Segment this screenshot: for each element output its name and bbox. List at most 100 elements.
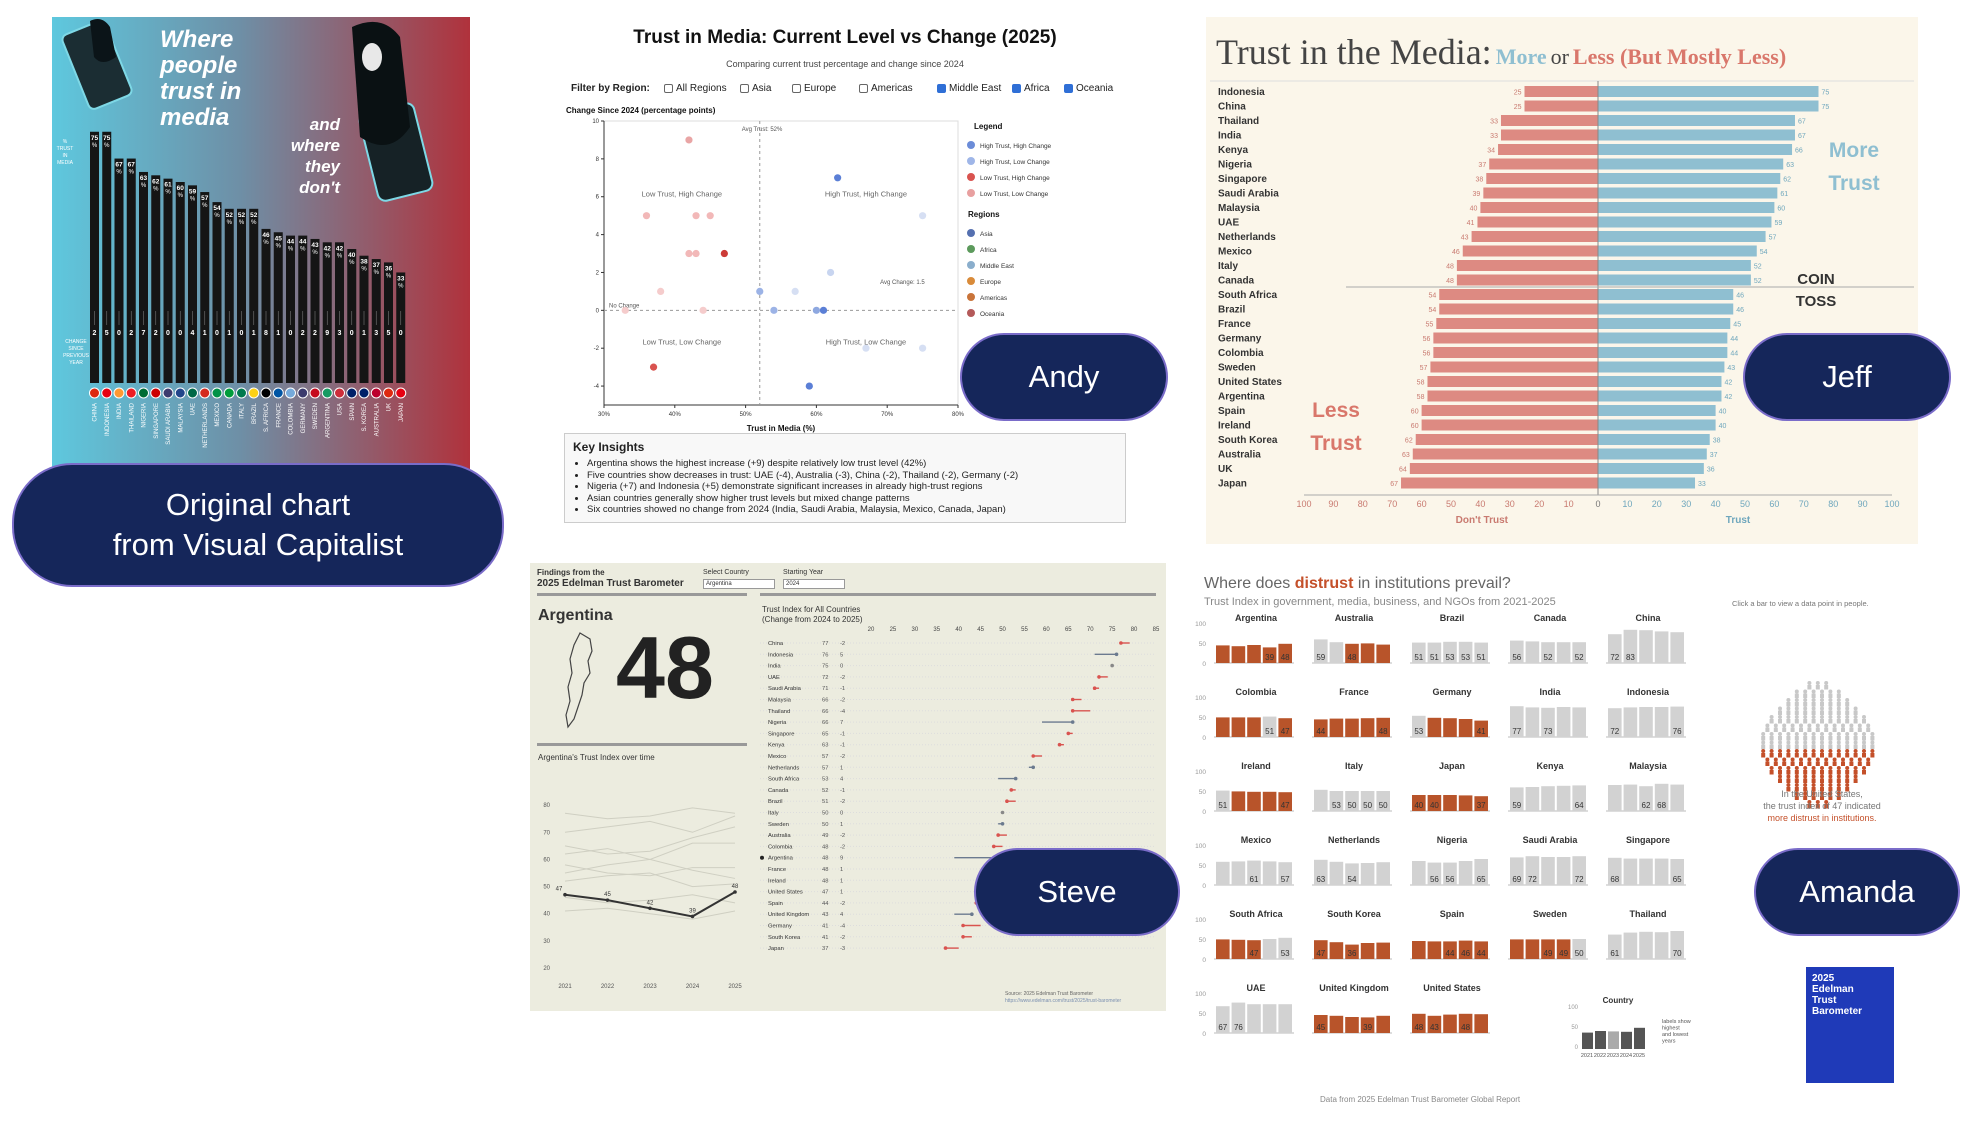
institution-bar[interactable] bbox=[1278, 862, 1292, 885]
institution-bar[interactable] bbox=[1541, 707, 1555, 737]
institution-bar[interactable] bbox=[1639, 630, 1653, 663]
institution-bar[interactable] bbox=[1329, 861, 1344, 885]
institution-bar[interactable] bbox=[1443, 862, 1457, 885]
institution-bar[interactable] bbox=[1556, 857, 1571, 885]
scatter-point[interactable] bbox=[791, 287, 799, 295]
scatter-point[interactable] bbox=[649, 363, 658, 371]
institution-bar[interactable] bbox=[1541, 939, 1555, 959]
scatter-point[interactable] bbox=[642, 212, 651, 220]
institution-bar[interactable] bbox=[1639, 858, 1653, 885]
institution-bar[interactable] bbox=[1329, 718, 1344, 737]
institution-bar[interactable] bbox=[1262, 647, 1277, 663]
filter-all-regions[interactable]: All Regions bbox=[664, 83, 727, 94]
institution-bar[interactable] bbox=[1360, 863, 1375, 885]
institution-bar[interactable] bbox=[1670, 859, 1684, 885]
institution-bar[interactable] bbox=[1623, 629, 1638, 663]
scatter-point[interactable] bbox=[692, 249, 700, 258]
institution-bar[interactable] bbox=[1247, 1004, 1261, 1033]
institution-bar[interactable] bbox=[1360, 791, 1375, 811]
institution-bar[interactable] bbox=[1247, 717, 1261, 737]
institution-bar[interactable] bbox=[1458, 795, 1473, 811]
institution-bar[interactable] bbox=[1639, 707, 1653, 737]
institution-bar[interactable] bbox=[1345, 791, 1359, 811]
institution-bar[interactable] bbox=[1541, 642, 1555, 663]
institution-bar[interactable] bbox=[1510, 857, 1524, 885]
institution-bar[interactable] bbox=[1216, 939, 1230, 959]
institution-bar[interactable] bbox=[1376, 644, 1390, 663]
institution-bar[interactable] bbox=[1345, 863, 1359, 885]
filter-checkbox[interactable] bbox=[740, 84, 749, 93]
institution-bar[interactable] bbox=[1654, 783, 1669, 811]
institution-bar[interactable] bbox=[1231, 1002, 1246, 1033]
institution-bar[interactable] bbox=[1216, 790, 1230, 811]
institution-bar[interactable] bbox=[1572, 856, 1586, 885]
institution-bar[interactable] bbox=[1412, 941, 1426, 959]
institution-bar[interactable] bbox=[1474, 941, 1488, 959]
institution-bar[interactable] bbox=[1314, 859, 1328, 885]
institution-bar[interactable] bbox=[1427, 642, 1442, 663]
institution-bar[interactable] bbox=[1458, 861, 1473, 885]
institution-bar[interactable] bbox=[1541, 786, 1555, 811]
institution-bar[interactable] bbox=[1623, 932, 1638, 959]
institution-bar[interactable] bbox=[1314, 789, 1328, 811]
institution-bar[interactable] bbox=[1216, 645, 1230, 663]
institution-bar[interactable] bbox=[1654, 707, 1669, 737]
institution-bar[interactable] bbox=[1412, 1013, 1426, 1033]
institution-bar[interactable] bbox=[1376, 862, 1390, 885]
institution-bar[interactable] bbox=[1458, 1013, 1473, 1033]
institution-bar[interactable] bbox=[1278, 643, 1292, 663]
institution-bar[interactable] bbox=[1262, 939, 1277, 959]
institution-bar[interactable] bbox=[1443, 718, 1457, 737]
filter-checkbox[interactable] bbox=[792, 84, 801, 93]
institution-bar[interactable] bbox=[1231, 791, 1246, 811]
institution-bar[interactable] bbox=[1458, 719, 1473, 737]
institution-bar[interactable] bbox=[1262, 791, 1277, 811]
institution-bar[interactable] bbox=[1510, 939, 1524, 959]
institution-bar[interactable] bbox=[1654, 858, 1669, 885]
scatter-point[interactable] bbox=[826, 268, 835, 277]
institution-bar[interactable] bbox=[1427, 795, 1442, 811]
institution-bar[interactable] bbox=[1216, 861, 1230, 885]
institution-bar[interactable] bbox=[1525, 856, 1540, 885]
institution-bar[interactable] bbox=[1314, 719, 1328, 737]
institution-bar[interactable] bbox=[1262, 1004, 1277, 1033]
institution-bar[interactable] bbox=[1216, 717, 1230, 737]
institution-bar[interactable] bbox=[1639, 931, 1653, 959]
institution-bar[interactable] bbox=[1556, 642, 1571, 663]
institution-bar[interactable] bbox=[1412, 795, 1426, 811]
institution-bar[interactable] bbox=[1572, 642, 1586, 663]
institution-bar[interactable] bbox=[1474, 859, 1488, 885]
institution-bar[interactable] bbox=[1345, 643, 1359, 663]
institution-bar[interactable] bbox=[1608, 708, 1622, 737]
institution-bar[interactable] bbox=[1608, 634, 1622, 663]
institution-bar[interactable] bbox=[1427, 717, 1442, 737]
institution-bar[interactable] bbox=[1360, 943, 1375, 959]
institution-bar[interactable] bbox=[1510, 706, 1524, 737]
institution-bar[interactable] bbox=[1412, 861, 1426, 885]
scatter-point[interactable] bbox=[685, 249, 693, 258]
institution-bar[interactable] bbox=[1278, 718, 1292, 737]
institution-bar[interactable] bbox=[1360, 1017, 1375, 1033]
institution-bar[interactable] bbox=[1525, 939, 1540, 959]
scatter-point[interactable] bbox=[770, 306, 778, 314]
filter-africa[interactable]: Africa bbox=[1012, 83, 1050, 94]
scatter-point[interactable] bbox=[862, 344, 870, 352]
institution-bar[interactable] bbox=[1360, 643, 1375, 663]
institution-bar[interactable] bbox=[1314, 639, 1328, 663]
institution-bar[interactable] bbox=[1247, 860, 1261, 885]
institution-bar[interactable] bbox=[1670, 632, 1684, 663]
starting-year-dropdown[interactable]: 2024 bbox=[783, 579, 845, 589]
institution-bar[interactable] bbox=[1443, 641, 1457, 663]
institution-bar[interactable] bbox=[1608, 934, 1622, 959]
institution-bar[interactable] bbox=[1278, 1004, 1292, 1033]
institution-bar[interactable] bbox=[1525, 787, 1540, 811]
institution-bar[interactable] bbox=[1345, 1017, 1359, 1033]
original-chart-pill[interactable]: Original chart from Visual Capitalist bbox=[12, 463, 504, 587]
institution-bar[interactable] bbox=[1670, 784, 1684, 811]
institution-bar[interactable] bbox=[1556, 707, 1571, 737]
scatter-point[interactable] bbox=[819, 306, 828, 314]
institution-bar[interactable] bbox=[1670, 931, 1684, 959]
amanda-pill[interactable]: Amanda bbox=[1754, 848, 1960, 936]
select-country-dropdown[interactable]: Argentina bbox=[703, 579, 775, 589]
institution-bar[interactable] bbox=[1427, 862, 1442, 885]
